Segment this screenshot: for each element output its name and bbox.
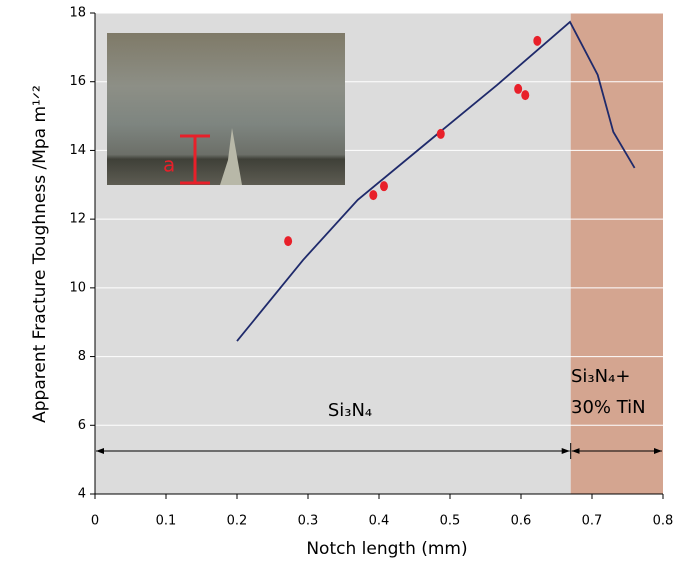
data-point xyxy=(436,128,445,139)
x-tick-label: 0.8 xyxy=(653,514,674,529)
x-tick-label: 0.1 xyxy=(156,514,177,529)
y-tick-label: 16 xyxy=(69,74,86,89)
inset-label: a xyxy=(163,153,175,177)
x-tick-label: 0.7 xyxy=(582,514,603,529)
x-tick-label: 0.3 xyxy=(298,514,319,529)
data-point xyxy=(369,190,378,201)
inset-photo: a xyxy=(107,33,345,185)
data-point xyxy=(521,90,530,101)
x-tick-label: 0.6 xyxy=(511,514,532,529)
data-point xyxy=(533,35,542,46)
x-tick-label: 0.2 xyxy=(227,514,248,529)
y-tick-label: 10 xyxy=(69,280,86,295)
region-label: 30% TiN xyxy=(571,397,646,418)
fit-line xyxy=(236,20,636,342)
region-label: Si₃N₄ xyxy=(328,400,372,421)
y-tick-label: 14 xyxy=(69,143,86,158)
inset-notch xyxy=(220,128,242,185)
x-axis-label: Notch length (mm) xyxy=(306,539,467,559)
y-tick-label: 4 xyxy=(78,487,86,502)
data-point xyxy=(284,236,293,247)
y-tick-label: 8 xyxy=(78,349,86,364)
x-tick-label: 0 xyxy=(91,514,99,529)
region-label: Si₃N₄+ xyxy=(571,366,630,387)
y-tick-label: 12 xyxy=(69,212,86,227)
x-tick-label: 0.5 xyxy=(440,514,461,529)
region xyxy=(570,13,663,494)
y-axis-label: Apparent Fracture Toughness /Mpa m¹ᐟ² xyxy=(30,85,50,423)
x-tick-label: 0.4 xyxy=(369,514,390,529)
y-tick-label: 18 xyxy=(69,6,86,21)
inset-image xyxy=(107,33,345,185)
data-point xyxy=(514,83,523,94)
data-point xyxy=(379,181,388,192)
y-tick-label: 6 xyxy=(78,418,86,433)
